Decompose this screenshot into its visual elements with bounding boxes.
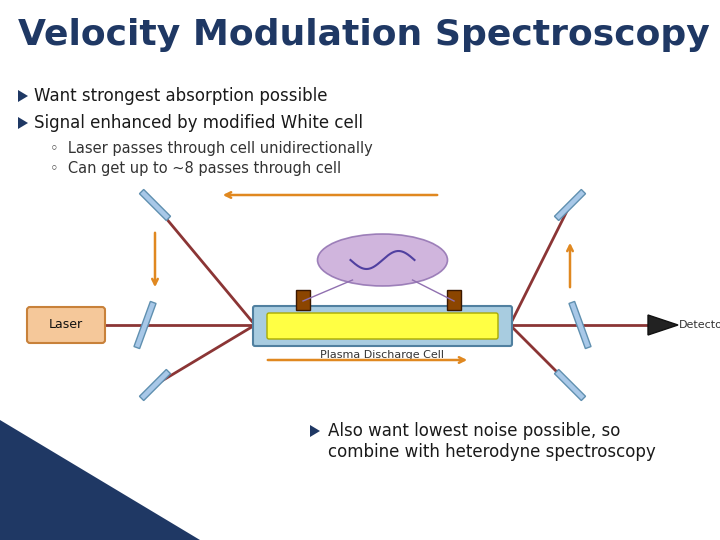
Bar bbox=[134, 301, 156, 349]
Bar bbox=[554, 190, 585, 220]
FancyBboxPatch shape bbox=[267, 313, 498, 339]
Ellipse shape bbox=[318, 234, 448, 286]
Bar bbox=[569, 301, 591, 349]
Bar bbox=[554, 369, 585, 401]
Text: ◦  Laser passes through cell unidirectionally: ◦ Laser passes through cell unidirection… bbox=[50, 140, 373, 156]
Polygon shape bbox=[0, 420, 200, 540]
Polygon shape bbox=[310, 425, 320, 437]
Text: Plasma Discharge Cell: Plasma Discharge Cell bbox=[320, 350, 444, 360]
Text: Laser: Laser bbox=[49, 319, 83, 332]
Text: Want strongest absorption possible: Want strongest absorption possible bbox=[34, 87, 328, 105]
Text: Velocity Modulation Spectroscopy: Velocity Modulation Spectroscopy bbox=[18, 18, 710, 52]
FancyBboxPatch shape bbox=[27, 307, 105, 343]
Polygon shape bbox=[648, 315, 678, 335]
Text: Also want lowest noise possible, so: Also want lowest noise possible, so bbox=[328, 422, 621, 440]
Polygon shape bbox=[18, 117, 28, 129]
FancyBboxPatch shape bbox=[253, 306, 512, 346]
Bar bbox=[140, 190, 171, 220]
Bar bbox=[140, 369, 171, 401]
Text: Detector: Detector bbox=[679, 320, 720, 330]
Polygon shape bbox=[18, 90, 28, 102]
Bar bbox=[447, 290, 461, 310]
Bar bbox=[296, 290, 310, 310]
Text: Signal enhanced by modified White cell: Signal enhanced by modified White cell bbox=[34, 114, 363, 132]
Text: combine with heterodyne spectroscopy: combine with heterodyne spectroscopy bbox=[328, 443, 656, 461]
Text: ◦  Can get up to ~8 passes through cell: ◦ Can get up to ~8 passes through cell bbox=[50, 160, 341, 176]
